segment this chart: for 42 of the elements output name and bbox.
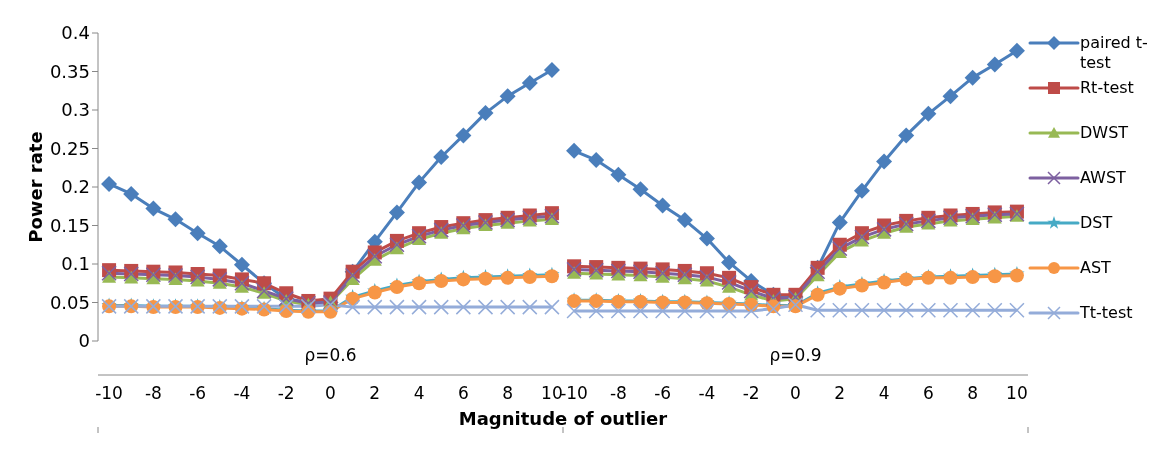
x-tick-label: 4 bbox=[878, 383, 890, 404]
x-tick-label: 8 bbox=[967, 383, 979, 404]
legend-label: AWST bbox=[1080, 168, 1126, 188]
y-tick-label: 0.3 bbox=[61, 99, 90, 121]
x-tick-label: -4 bbox=[698, 383, 716, 404]
x-tick-label: -10 bbox=[95, 383, 123, 404]
y-tick-label: 0.25 bbox=[49, 137, 90, 159]
x-tick-label: 2 bbox=[834, 383, 846, 404]
y-axis-title: Power rate bbox=[25, 131, 47, 243]
x-tick-label: -8 bbox=[144, 383, 162, 404]
x-tick-label: -8 bbox=[609, 383, 627, 404]
legend-label: AST bbox=[1080, 258, 1111, 278]
x-tick-label: -4 bbox=[233, 383, 251, 404]
y-tick-label: 0.4 bbox=[61, 22, 90, 44]
x-tick-label: 0 bbox=[325, 383, 336, 404]
y-tick-label: 0 bbox=[78, 330, 90, 352]
text: ρ=0.9 bbox=[769, 345, 822, 366]
legend-label: DWST bbox=[1080, 123, 1129, 143]
x-tick-label: 6 bbox=[457, 383, 469, 404]
x-tick-label: 10 bbox=[541, 383, 563, 404]
x-tick-label: 2 bbox=[369, 383, 381, 404]
y-tick-label: 0.15 bbox=[49, 214, 90, 236]
x-tick-label: 6 bbox=[922, 383, 934, 404]
x-axis-title: Magnitude of outlier bbox=[458, 408, 668, 429]
x-tick-label: -6 bbox=[654, 383, 672, 404]
legend-label: Tt-test bbox=[1080, 303, 1133, 323]
legend-label: paired t-test bbox=[1080, 33, 1148, 73]
x-tick-label: -2 bbox=[742, 383, 760, 404]
y-tick-label: 0.2 bbox=[61, 176, 90, 198]
y-tick-label: 0.05 bbox=[49, 291, 90, 313]
text: ρ=0.6 bbox=[304, 345, 357, 366]
legend-label: DST bbox=[1080, 213, 1113, 233]
x-tick-label: -2 bbox=[277, 383, 295, 404]
x-tick-label: 4 bbox=[413, 383, 425, 404]
x-tick-label: 10 bbox=[1006, 383, 1028, 404]
x-tick-label: 0 bbox=[790, 383, 801, 404]
x-tick-label: -6 bbox=[189, 383, 207, 404]
y-tick-label: 0.35 bbox=[49, 60, 90, 82]
y-tick-label: 0.1 bbox=[61, 253, 90, 275]
x-tick-label: 8 bbox=[502, 383, 514, 404]
x-tick-label: -10 bbox=[560, 383, 588, 404]
legend-label: Rt-test bbox=[1080, 78, 1134, 98]
